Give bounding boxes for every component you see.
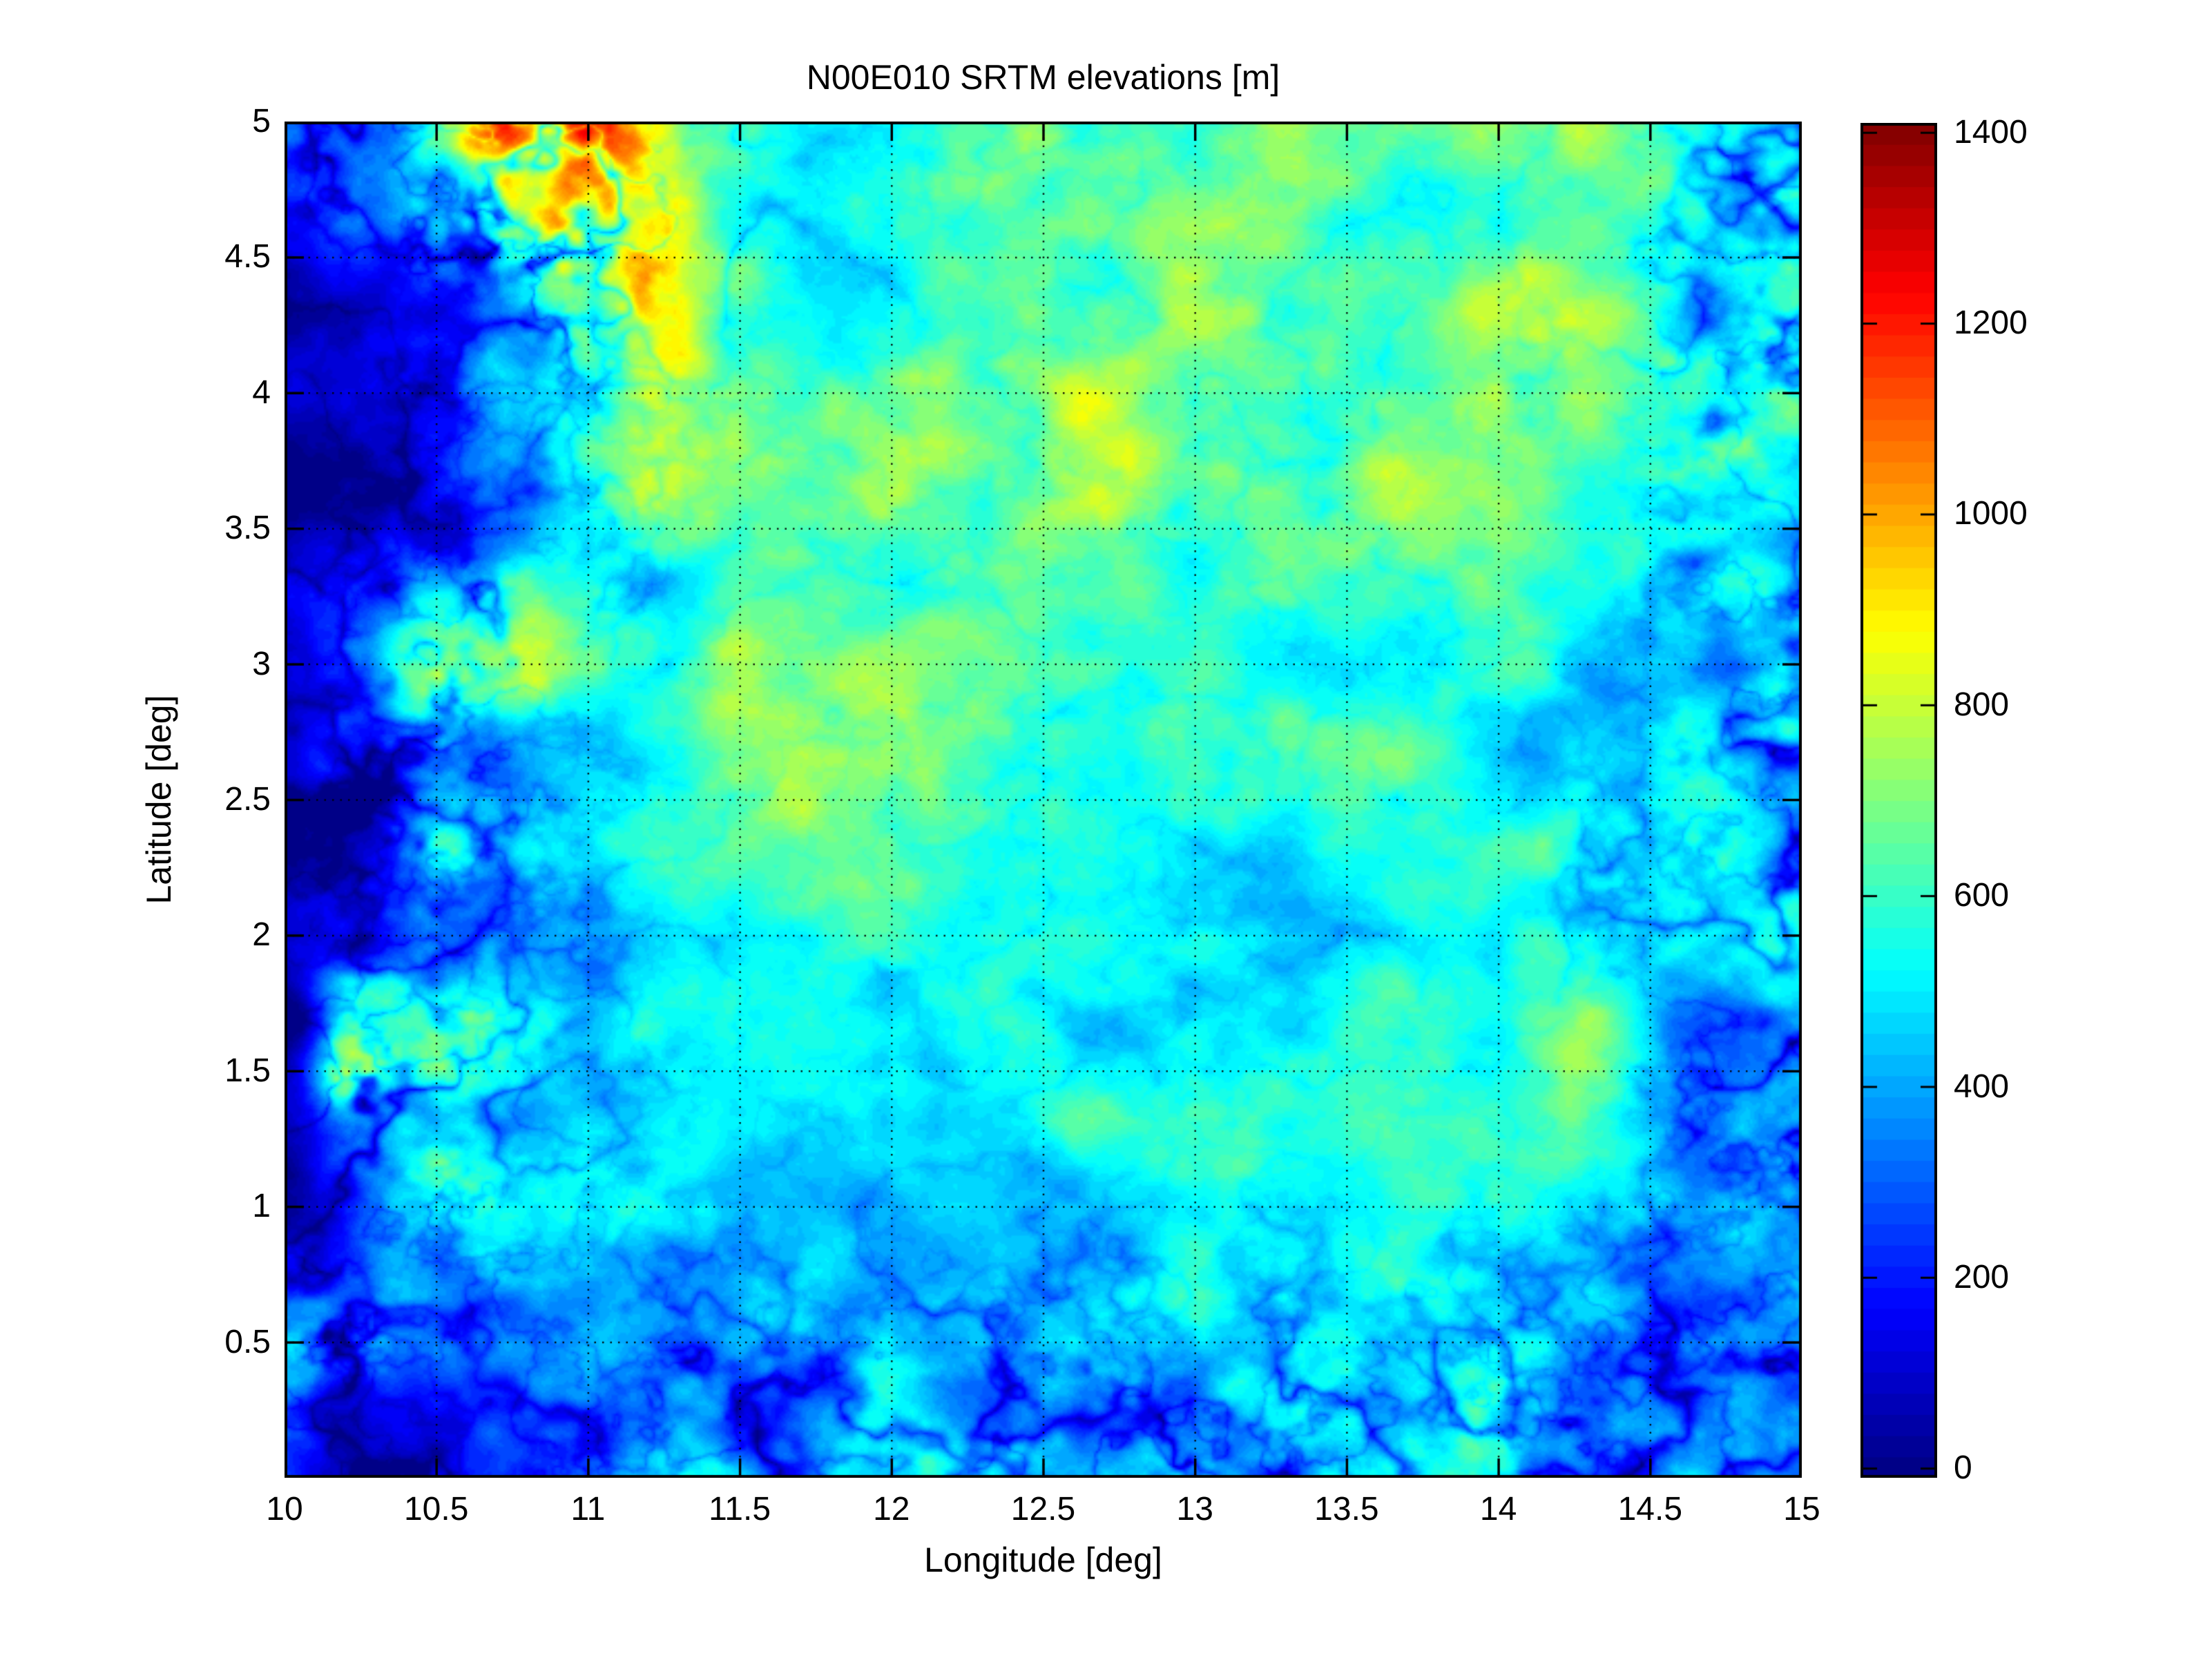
x-tick-label: 13 [1176, 1491, 1213, 1527]
y-tick-label: 3.5 [224, 510, 271, 547]
x-tick-label: 12 [873, 1491, 910, 1527]
x-tick-label: 13.5 [1314, 1491, 1379, 1527]
x-tick-label: 15 [1783, 1491, 1820, 1527]
y-tick-label: 4 [252, 374, 271, 411]
plot-grid-overlay [285, 122, 1802, 1478]
colorbar-tick-label: 600 [1954, 877, 2010, 914]
y-tick-label: 2.5 [224, 781, 271, 818]
y-tick-label: 0.5 [224, 1323, 271, 1360]
y-tick-label: 1 [252, 1188, 271, 1225]
colorbar [1860, 123, 1937, 1478]
x-tick-label: 12.5 [1010, 1491, 1076, 1527]
colorbar-tick-label: 400 [1954, 1068, 2010, 1105]
x-tick-label: 10 [266, 1491, 303, 1527]
colorbar-tick-label: 0 [1954, 1449, 1972, 1487]
x-tick-label: 14 [1479, 1491, 1517, 1527]
y-tick-label: 4.5 [224, 238, 271, 276]
x-axis-label: Longitude [deg] [924, 1541, 1162, 1579]
x-tick-label: 11 [570, 1491, 606, 1527]
y-tick-label: 1.5 [224, 1052, 271, 1089]
y-tick-label: 3 [252, 645, 271, 682]
colorbar-tick-label: 1200 [1954, 305, 2028, 342]
y-tick-label: 2 [252, 916, 271, 954]
chart-title: N00E010 SRTM elevations [m] [806, 58, 1280, 97]
colorbar-tick-label: 200 [1954, 1258, 2010, 1295]
colorbar-tick-label: 1000 [1954, 495, 2028, 532]
colorbar-tick-label: 1400 [1954, 113, 2028, 151]
x-tick-label: 10.5 [403, 1491, 469, 1527]
colorbar-tick-label: 800 [1954, 686, 2010, 723]
x-tick-label: 14.5 [1617, 1491, 1683, 1527]
y-tick-label: 5 [252, 103, 271, 139]
x-tick-label: 11.5 [709, 1491, 771, 1527]
